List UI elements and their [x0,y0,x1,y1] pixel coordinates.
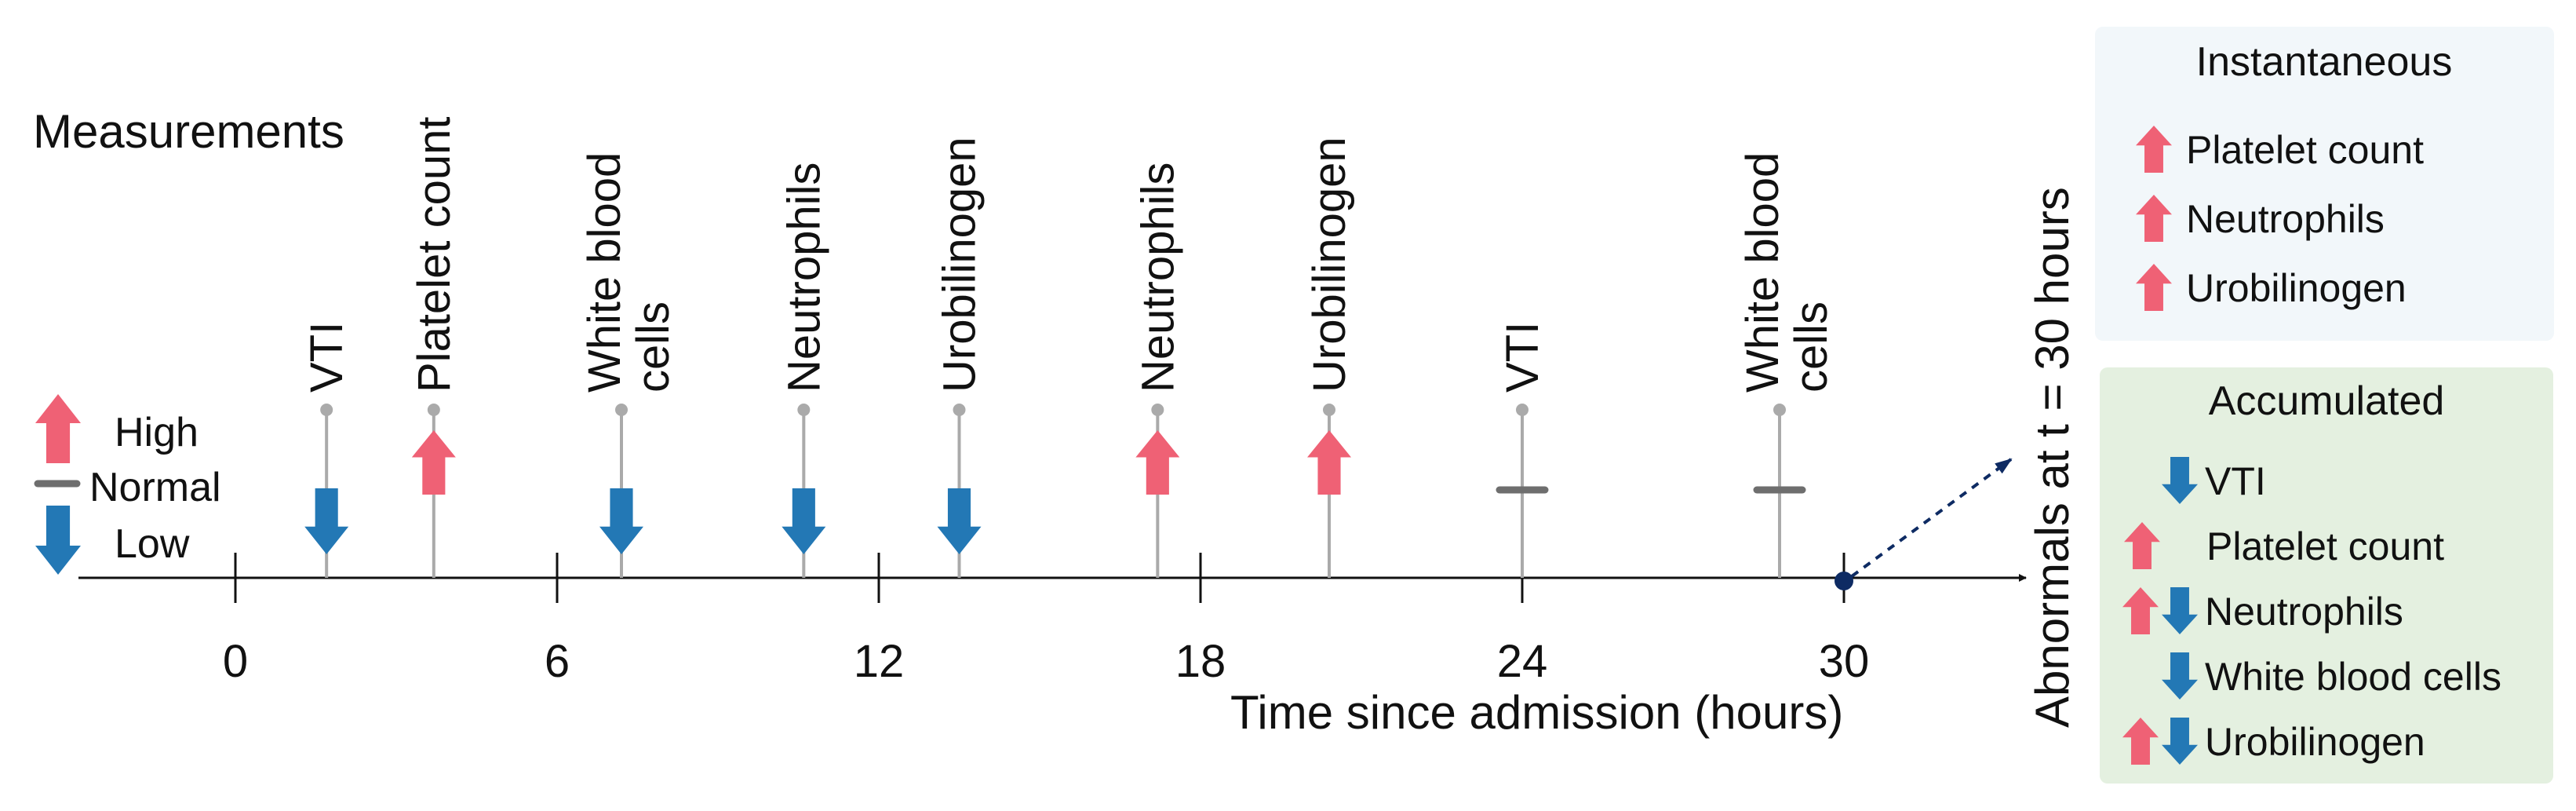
low-arrow-icon [2162,457,2198,504]
low-arrow-icon [35,506,81,575]
panel-item-label: Urobilinogen [2205,720,2425,764]
event-stem-dot [1151,404,1164,416]
panel-item-label: White blood cells [2205,655,2501,699]
event-label: Neutrophils [778,163,829,393]
event-stem-dot [320,404,333,416]
measurement-event: Urobilinogen [935,137,986,578]
event-label: Neutrophils [1132,163,1183,393]
high-arrow-icon [35,394,81,463]
legend-label: High [115,410,199,455]
status-legend: High Normal Low [34,394,221,575]
panel-list-item: White blood cells [2162,652,2501,700]
low-arrow-icon [937,488,982,554]
high-arrow-icon [2136,126,2172,173]
current-time-marker [1835,572,1853,590]
panel-item-label: VTI [2205,459,2266,503]
high-arrow-icon [2124,522,2160,569]
low-arrow-icon [782,488,826,554]
axis-tick-label: 30 [1819,636,1870,687]
high-arrow-icon [2122,718,2159,765]
legend-item-low: Low [35,506,190,575]
high-arrow-icon [2136,264,2172,311]
measurements-heading: Measurements [33,105,344,158]
event-stem-dot [427,404,440,416]
low-arrow-icon [2162,718,2198,765]
low-arrow-icon [2162,587,2198,634]
high-arrow-icon [2136,195,2172,242]
event-stem-dot [1773,404,1786,416]
event-stem-dot [1516,404,1528,416]
event-label: White blood [1737,152,1788,393]
event-label: VTI [301,322,352,393]
event-label: Urobilinogen [935,137,986,393]
panel-item-label: Urobilinogen [2186,266,2407,310]
measurement-event: Neutrophils [778,163,829,578]
instantaneous-panel [2095,27,2554,341]
legend-item-normal: Normal [34,465,221,510]
event-label: cells [628,301,679,393]
high-arrow-icon [411,430,456,495]
high-arrow-icon [1135,430,1180,495]
event-stem-dot [1323,404,1335,416]
axis-tick-label: 24 [1497,636,1548,687]
panel-list-item: Urobilinogen [2136,264,2407,311]
legend-label: Low [115,521,190,567]
panel-item-label: Neutrophils [2205,590,2403,634]
measurement-event: Urobilinogen [1304,137,1355,578]
axis-tick-label: 18 [1175,636,1226,687]
x-axis-label: Time since admission (hours) [1230,686,1843,739]
low-arrow-icon [599,488,643,554]
panel-list-item: Neutrophils [2136,195,2385,242]
event-label: cells [1786,301,1837,393]
axis-tick-label: 0 [223,636,248,687]
panel-item-label: Neutrophils [2186,197,2385,241]
low-arrow-icon [304,488,349,554]
instantaneous-title: Instantaneous [2196,39,2453,85]
accumulated-list: VTI Platelet count Neutrophils White blood … [2122,457,2501,765]
legend-label: Normal [89,465,221,510]
panel-item-label: Platelet count [2186,128,2424,172]
measurement-event: VTI [301,322,352,578]
panel-list-item: VTI [2162,457,2266,504]
low-arrow-icon [2162,652,2198,700]
panel-list-item: Platelet count [2136,126,2424,173]
panel-list-item: Platelet count [2124,522,2444,569]
measurement-event: VTI [1496,322,1549,578]
projection-arrow [1850,458,2013,578]
measurement-event: Platelet count [409,117,460,578]
event-stem-dot [797,404,811,416]
axis-tick-label: 12 [854,636,905,687]
instantaneous-list: Platelet count Neutrophils Urobilinogen [2136,126,2424,311]
side-label: Abnormals at t = 30 hours [2026,187,2079,728]
panel-list-item: Urobilinogen [2122,718,2425,765]
accumulated-panel [2100,367,2553,784]
high-arrow-icon [2122,587,2159,634]
panel-item-label: Platelet count [2206,524,2444,568]
accumulated-title: Accumulated [2209,378,2445,424]
event-stem-dot [953,404,966,416]
axis-ticks: 0 6 12 18 24 30 [223,553,1869,687]
high-arrow-icon [1307,430,1351,495]
event-label: VTI [1497,322,1548,393]
measurement-event: Neutrophils [1132,163,1183,578]
event-stem-dot [615,404,628,416]
panel-list-item: Neutrophils [2122,587,2403,634]
event-label: Platelet count [409,117,460,393]
event-label: Urobilinogen [1304,137,1355,393]
axis-tick-label: 6 [545,636,570,687]
legend-item-high: High [35,394,199,463]
event-label: White blood [579,152,630,393]
